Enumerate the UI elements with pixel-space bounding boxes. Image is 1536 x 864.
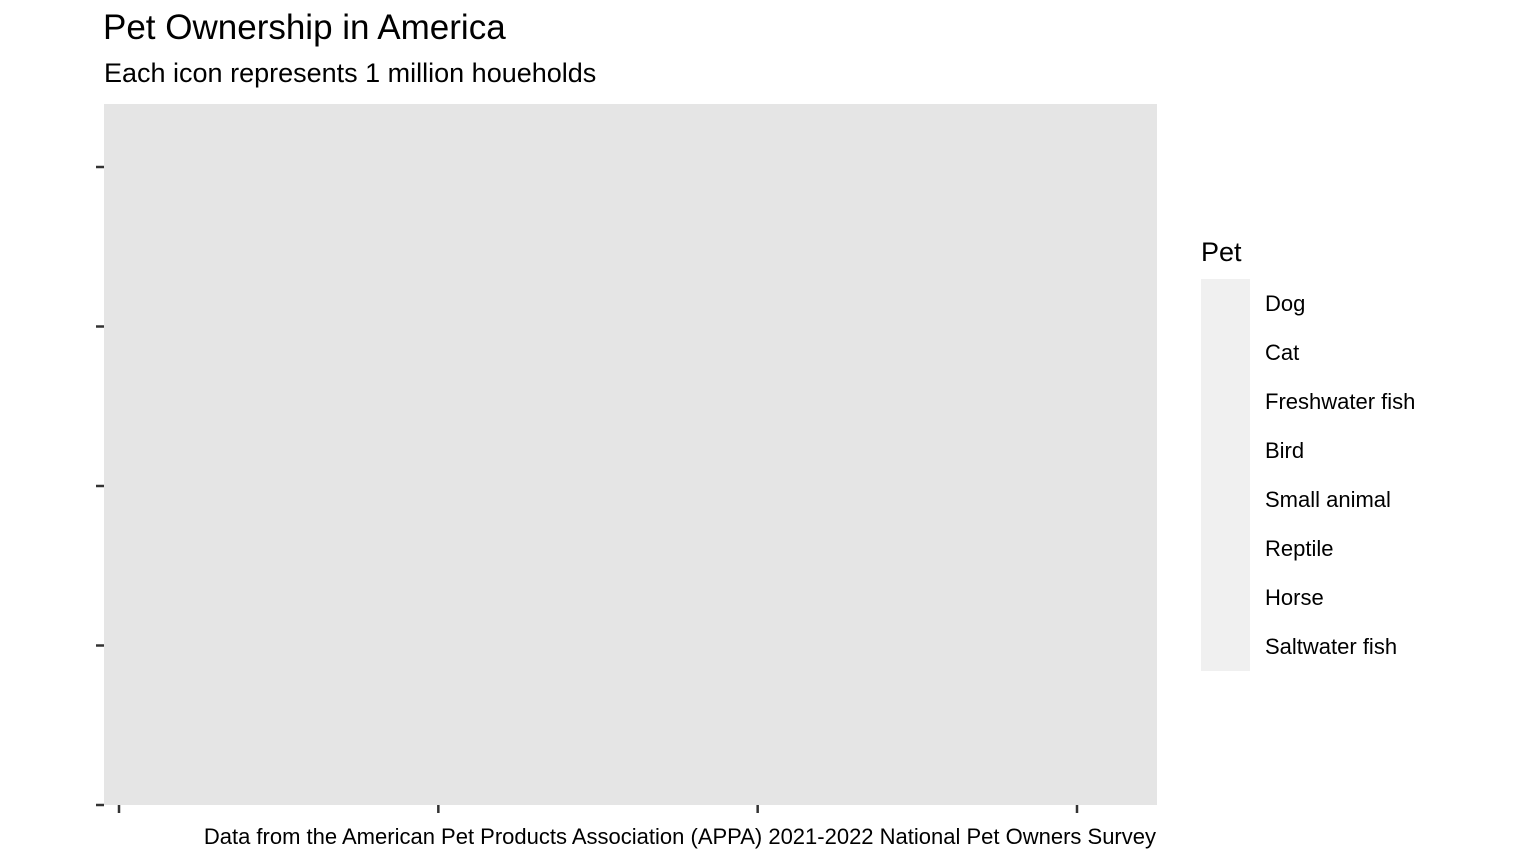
- legend-item: Cat: [1201, 328, 1521, 377]
- x-axis-ticks: [117, 805, 1079, 813]
- legend-item: Small animal: [1201, 475, 1521, 524]
- legend-key: [1201, 475, 1250, 524]
- legend-label: Freshwater fish: [1265, 388, 1416, 414]
- legend-item: Reptile: [1201, 524, 1521, 573]
- legend-label: Horse: [1265, 584, 1324, 610]
- legend-label: Reptile: [1265, 535, 1334, 561]
- legend-label: Saltwater fish: [1265, 633, 1398, 659]
- legend-key: [1201, 524, 1250, 573]
- legend-label: Cat: [1265, 339, 1300, 365]
- legend-item: Saltwater fish: [1201, 622, 1521, 671]
- chart-caption: Data from the American Pet Products Asso…: [203, 824, 1156, 849]
- legend-key: [1201, 573, 1250, 622]
- legend-item: Freshwater fish: [1201, 377, 1521, 426]
- legend-key: [1201, 377, 1250, 426]
- legend-title: Pet: [1201, 237, 1242, 267]
- y-axis-ticks: [96, 165, 104, 807]
- chart-subtitle: Each icon represents 1 million houeholds: [104, 58, 597, 88]
- legend-item: Bird: [1201, 426, 1521, 475]
- legend-label: Dog: [1265, 290, 1306, 316]
- legend-keys: Dog Cat Freshwater fish Bird Small animal Rep…: [1201, 279, 1521, 671]
- legend-item: Dog: [1201, 279, 1521, 328]
- legend-key: [1201, 426, 1250, 475]
- legend-key: [1201, 279, 1250, 328]
- legend: Pet Dog Cat Freshwater fish Bird Small anima…: [1201, 236, 1521, 671]
- plot-panel: [104, 104, 1157, 805]
- legend-label: Small animal: [1265, 486, 1391, 512]
- legend-label: Bird: [1265, 437, 1305, 463]
- chart-title: Pet Ownership in America: [103, 8, 506, 47]
- legend-item: Horse: [1201, 573, 1521, 622]
- legend-key: [1201, 328, 1250, 377]
- legend-key: [1201, 622, 1250, 671]
